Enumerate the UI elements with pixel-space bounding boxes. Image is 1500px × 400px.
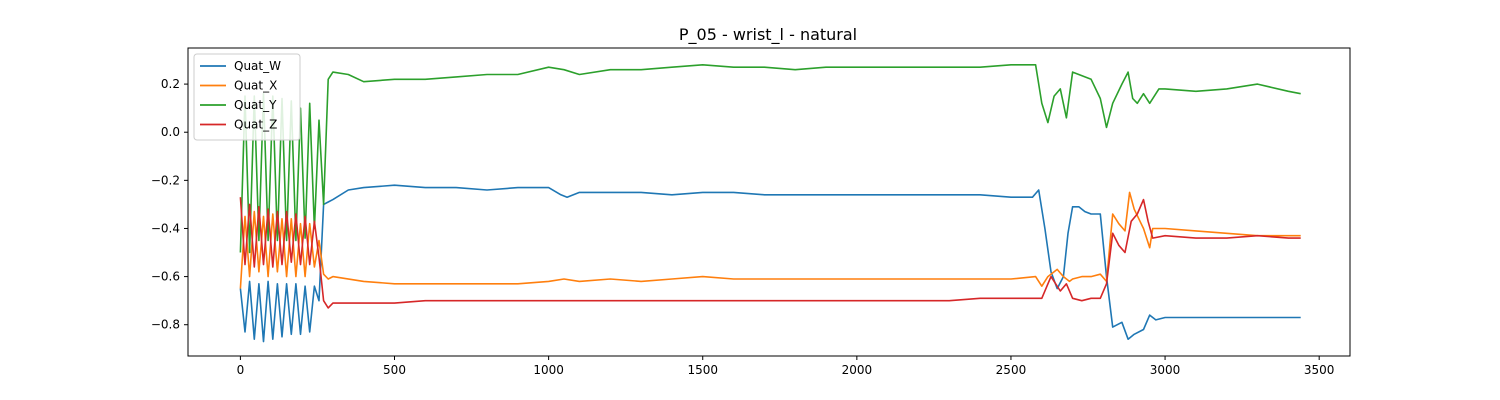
legend-label-quat-z: Quat_Z — [234, 118, 277, 132]
series-layer — [239, 64, 1301, 343]
series-line-quat-y — [239, 64, 1301, 254]
chart-title: P_05 - wrist_l - natural — [679, 25, 857, 45]
x-tick-label: 0 — [237, 363, 245, 377]
plot-area — [188, 48, 1350, 356]
x-tick-label: 1000 — [533, 363, 564, 377]
y-tick-label: −0.2 — [151, 173, 180, 187]
x-tick-label: 500 — [383, 363, 406, 377]
x-tick-label: 3000 — [1150, 363, 1181, 377]
x-tick-label: 3500 — [1304, 363, 1335, 377]
y-tick-label: −0.6 — [151, 270, 180, 284]
y-tick-label: 0.0 — [161, 125, 180, 139]
x-tick-label: 2000 — [842, 363, 873, 377]
legend-label-quat-x: Quat_X — [234, 79, 277, 93]
plot-frame — [187, 47, 1351, 357]
y-tick-label: 0.2 — [161, 77, 180, 91]
axis-layer: 0 500 1000 1500 2000 2500 3000 3500 −0.8 −0.6 −0.4… — [151, 77, 1335, 377]
series-line-quat-w — [239, 184, 1301, 343]
y-tick-label: −0.4 — [151, 221, 180, 235]
x-tick-label: 1500 — [687, 363, 718, 377]
legend-label-quat-w: Quat_W — [234, 59, 281, 73]
legend-box — [193, 53, 301, 141]
x-tick-label: 2500 — [996, 363, 1027, 377]
y-tick-label: −0.8 — [151, 318, 180, 332]
legend-label-quat-y: Quat_Y — [234, 98, 277, 112]
series-line-quat-z — [239, 197, 1301, 309]
legend: Quat_W Quat_X Quat_Y Quat_Z — [193, 53, 301, 141]
